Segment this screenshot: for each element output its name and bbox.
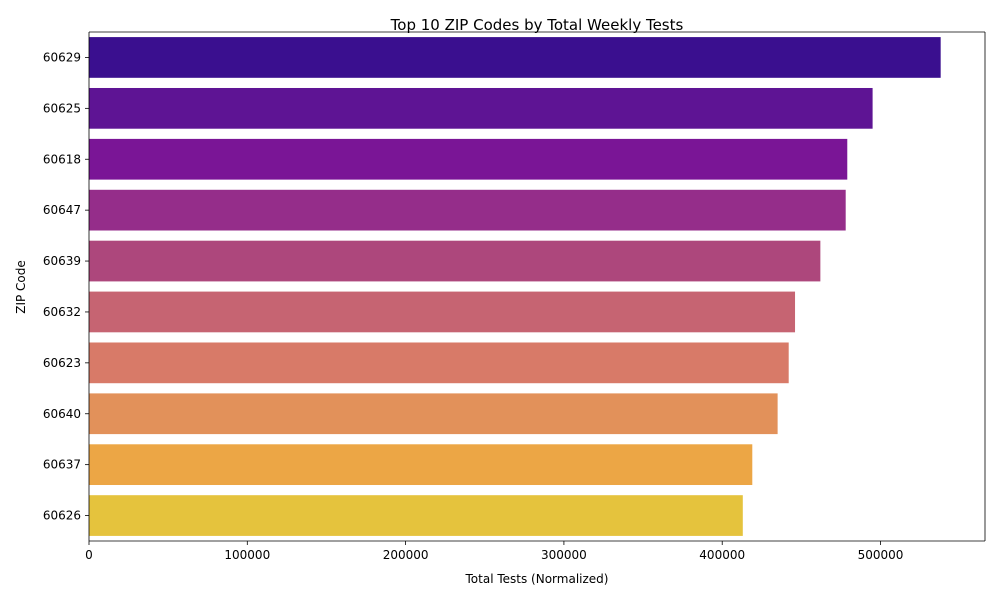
y-tick-label: 60639 xyxy=(43,254,81,268)
y-tick-label: 60647 xyxy=(43,203,81,217)
y-tick-label: 60618 xyxy=(43,152,81,166)
bar-60625 xyxy=(89,87,873,129)
y-axis-label: ZIP Code xyxy=(14,260,28,314)
y-tick-label: 60640 xyxy=(43,407,81,421)
y-tick-label: 60623 xyxy=(43,356,81,370)
chart-title: Top 10 ZIP Codes by Total Weekly Tests xyxy=(390,16,684,34)
y-tick-label: 60637 xyxy=(43,458,81,472)
bar-60647 xyxy=(89,189,846,231)
y-tick-label: 60625 xyxy=(43,101,81,115)
y-tick-label: 60632 xyxy=(43,305,81,319)
bars-group xyxy=(89,37,941,536)
bar-60637 xyxy=(89,444,753,486)
x-tick-label: 500000 xyxy=(858,548,904,562)
y-tick-label: 60626 xyxy=(43,509,81,523)
bar-60640 xyxy=(89,393,778,435)
bar-60626 xyxy=(89,495,743,536)
bar-60618 xyxy=(89,138,848,180)
x-tick-label: 300000 xyxy=(541,548,587,562)
bar-60629 xyxy=(89,37,941,78)
x-tick-label: 100000 xyxy=(224,548,270,562)
bar-60623 xyxy=(89,342,789,384)
x-tick-label: 200000 xyxy=(383,548,429,562)
x-tick-label: 400000 xyxy=(699,548,745,562)
x-axis-ticks: 0 100000 200000 300000 400000 500000 xyxy=(85,541,903,562)
y-axis-ticks: 60629 60625 60618 60647 60639 60632 60623 60640… xyxy=(43,50,89,523)
x-axis-label: Total Tests (Normalized) xyxy=(465,572,609,586)
bar-60632 xyxy=(89,291,796,333)
y-tick-label: 60629 xyxy=(43,50,81,64)
bar-60639 xyxy=(89,240,821,282)
x-tick-label: 0 xyxy=(85,548,93,562)
